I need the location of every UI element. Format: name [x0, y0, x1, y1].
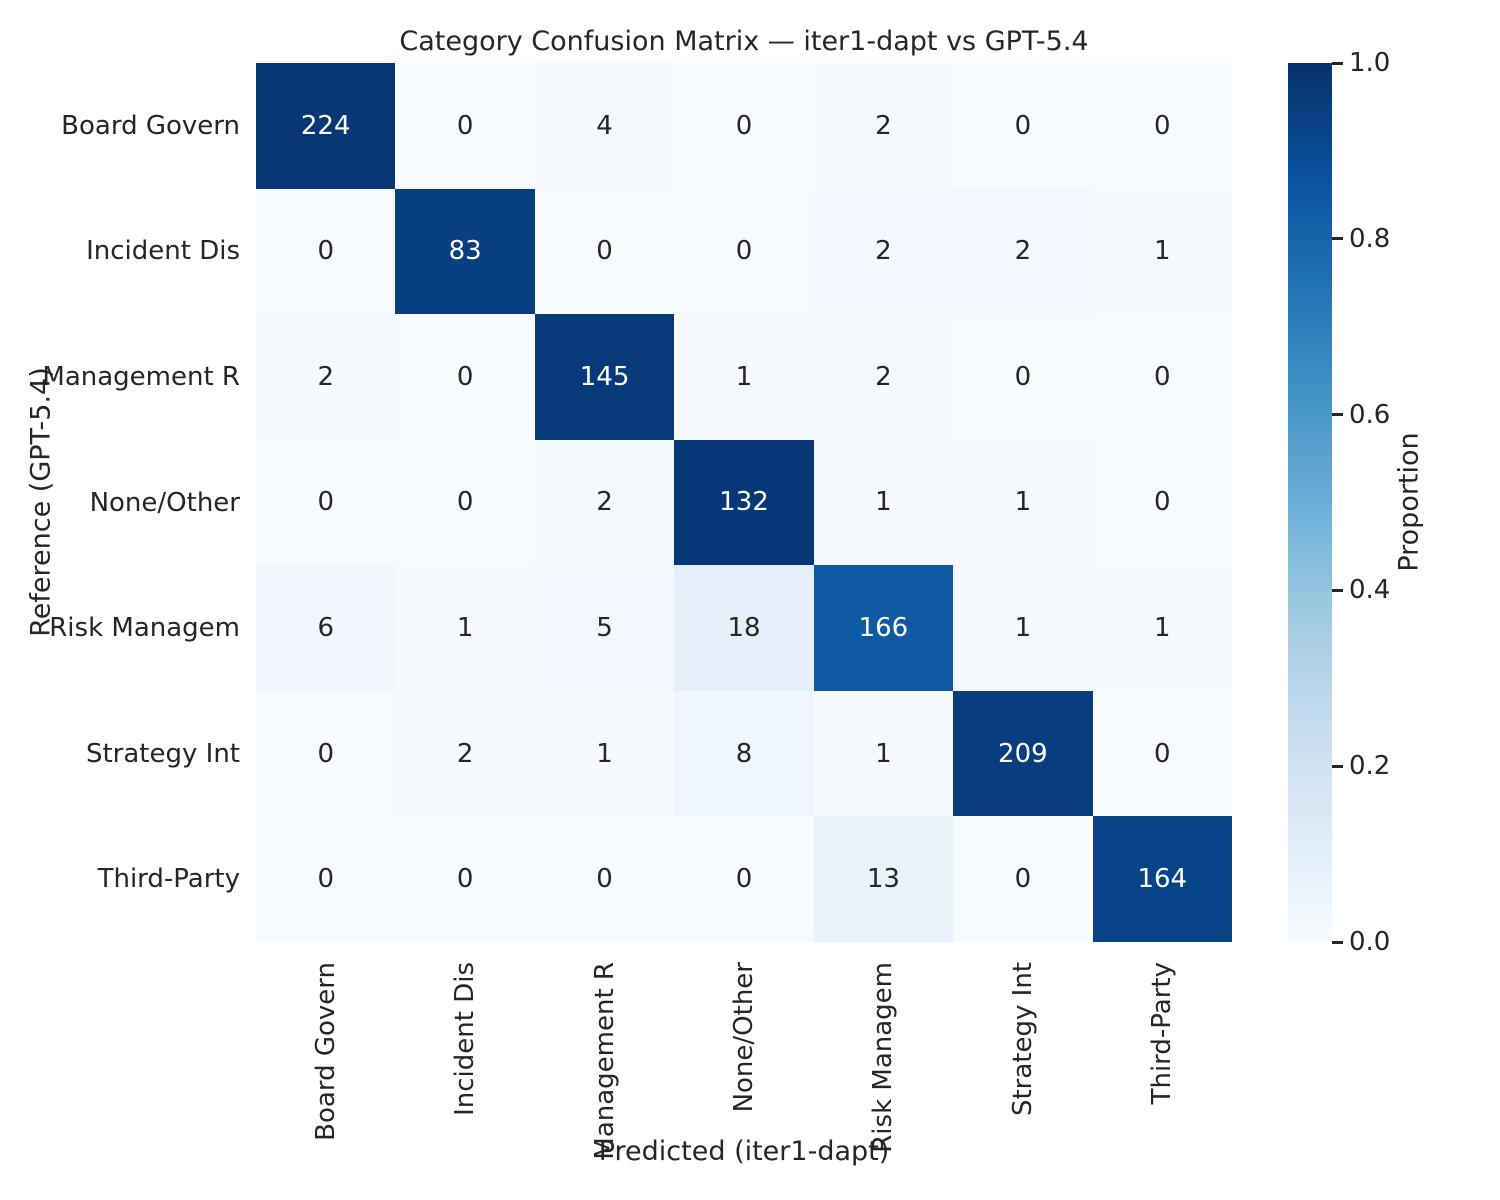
- heatmap-cell: 0: [953, 314, 1093, 440]
- heatmap-cell: 1: [674, 314, 814, 440]
- heatmap-cell: 0: [534, 816, 675, 942]
- heatmap-cell: 145: [534, 314, 675, 440]
- x-axis-title: Predicted (iter1-dapt): [598, 1136, 890, 1167]
- heatmap-cell: 0: [1092, 314, 1232, 440]
- heatmap-cell: 132: [674, 439, 814, 566]
- heatmap-cell: 0: [256, 816, 396, 942]
- y-tick-label: Board Govern: [61, 110, 240, 141]
- heatmap-cell: 1: [1092, 188, 1232, 315]
- y-tick-label: Management R: [42, 361, 240, 392]
- colorbar-tick-mark: [1332, 940, 1343, 944]
- x-tick-label: Risk Managem: [868, 962, 899, 1153]
- heatmap-cell: 0: [256, 188, 396, 315]
- colorbar-tick-mark: [1332, 237, 1343, 241]
- heatmap-grid: 224 0 4 0 2 0 0 0 83 0 0 2 2 1 2 0 145 1 2 0 0 0 0 2 132 1 1 0 6 1 5 18…: [256, 63, 1232, 942]
- colorbar-tick-label: 0.4: [1349, 575, 1391, 606]
- heatmap-cell: 83: [395, 188, 535, 315]
- heatmap-cell: 2: [395, 690, 535, 817]
- heatmap-cell: 0: [1092, 690, 1232, 817]
- colorbar-tick-label: 1.0: [1349, 48, 1391, 78]
- heatmap-cell: 8: [674, 690, 814, 817]
- colorbar-tick-label: 0.6: [1349, 399, 1391, 430]
- heatmap-cell: 224: [256, 63, 396, 189]
- heatmap-cell: 2: [256, 314, 396, 440]
- heatmap-cell: 1: [813, 439, 954, 566]
- x-tick-label: Incident Dis: [450, 962, 481, 1116]
- heatmap-cell: 6: [256, 565, 396, 691]
- y-tick-label: Third-Party: [97, 864, 240, 895]
- colorbar-tick-mark: [1332, 61, 1343, 65]
- heatmap-cell: 2: [953, 188, 1093, 315]
- heatmap-cell: 1: [534, 690, 675, 817]
- y-tick-label: Incident Dis: [86, 236, 240, 267]
- heatmap-cell: 0: [534, 188, 675, 315]
- y-tick-label: None/Other: [89, 487, 240, 518]
- heatmap-cell: 166: [813, 565, 954, 691]
- heatmap-cell: 0: [256, 690, 396, 817]
- y-tick-label: Risk Managem: [49, 613, 240, 644]
- x-tick-label: Third-Party: [1147, 962, 1178, 1105]
- heatmap-cell: 2: [813, 63, 954, 189]
- x-tick-label: Board Govern: [310, 962, 341, 1141]
- y-axis-title: Reference (GPT-5.4): [25, 367, 57, 637]
- heatmap-cell: 209: [953, 690, 1093, 817]
- colorbar-tick-label: 0.8: [1349, 223, 1391, 254]
- y-tick-label: Strategy Int: [85, 738, 240, 769]
- heatmap-cell: 1: [953, 439, 1093, 566]
- heatmap-cell: 0: [256, 439, 396, 566]
- colorbar-label: Proportion: [1393, 432, 1425, 572]
- colorbar-tick-mark: [1332, 764, 1343, 768]
- chart-title: Category Confusion Matrix — iter1-dapt v…: [399, 26, 1089, 57]
- heatmap-cell: 1: [813, 690, 954, 817]
- heatmap-cell: 0: [395, 816, 535, 942]
- heatmap-cell: 0: [953, 816, 1093, 942]
- heatmap-cell: 0: [1092, 439, 1232, 566]
- heatmap-cell: 0: [953, 63, 1093, 189]
- heatmap-cell: 2: [813, 188, 954, 315]
- colorbar-tick-mark: [1332, 413, 1343, 417]
- heatmap-cell: 0: [674, 816, 814, 942]
- heatmap-cell: 13: [813, 816, 954, 942]
- heatmap-cell: 0: [395, 439, 535, 566]
- heatmap-cell: 5: [534, 565, 675, 691]
- heatmap-cell: 4: [534, 63, 675, 189]
- x-tick-label: Strategy Int: [1007, 962, 1038, 1117]
- heatmap-cell: 0: [395, 63, 535, 189]
- heatmap-cell: 0: [1092, 63, 1232, 189]
- colorbar-gradient: [1288, 63, 1332, 942]
- heatmap-cell: 18: [674, 565, 814, 691]
- x-tick-label: None/Other: [729, 962, 759, 1113]
- x-tick-label: Management R: [589, 962, 620, 1160]
- colorbar-tick-label: 0.2: [1349, 751, 1391, 782]
- colorbar-tick-label: 0.0: [1349, 927, 1391, 957]
- colorbar-tick-mark: [1332, 588, 1343, 592]
- heatmap-cell: 0: [395, 314, 535, 440]
- heatmap-cell: 2: [813, 314, 954, 440]
- heatmap-cell: 1: [953, 565, 1093, 691]
- heatmap-cell: 164: [1092, 816, 1232, 942]
- heatmap-cell: 2: [534, 439, 675, 566]
- heatmap-cell: 1: [395, 565, 535, 691]
- heatmap-cell: 0: [674, 188, 814, 315]
- heatmap-cell: 1: [1092, 565, 1232, 691]
- heatmap-cell: 0: [674, 63, 814, 189]
